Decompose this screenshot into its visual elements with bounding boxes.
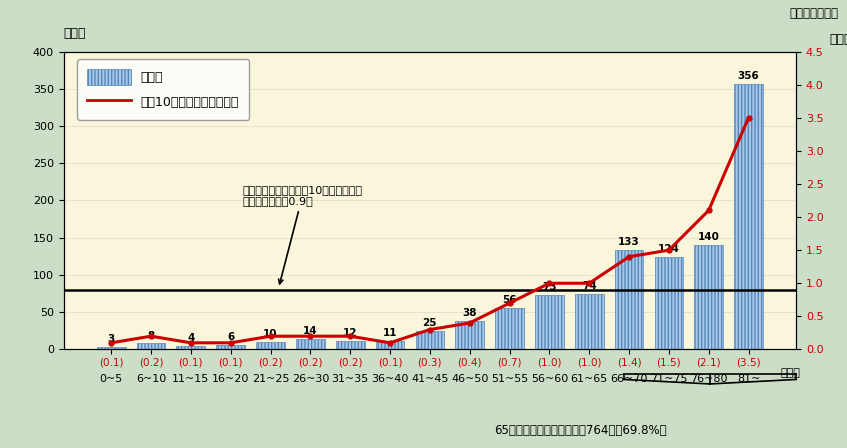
Text: (2.1): (2.1) [696,358,721,368]
Text: 133: 133 [618,237,639,247]
Text: (0.1): (0.1) [378,358,402,368]
Legend: 死者数, 人口10万人当たりの死者数: 死者数, 人口10万人当たりの死者数 [77,59,249,120]
Bar [456,321,484,349]
Bar [734,84,763,349]
Text: 140: 140 [698,232,720,242]
Text: (1.0): (1.0) [537,358,562,368]
Bar [495,308,523,349]
Text: (0.1): (0.1) [219,358,243,368]
Text: 全年齢層における人口10万人当たりの
死者数の平均：0.9人: 全年齢層における人口10万人当たりの 死者数の平均：0.9人 [242,185,363,284]
Text: 356: 356 [738,71,760,81]
Text: （歳）: （歳） [780,367,800,378]
Text: (0.4): (0.4) [457,358,482,368]
Text: 65歳以上の高齢者の死者数764人（69.8%）: 65歳以上の高齢者の死者数764人（69.8%） [494,424,667,437]
Bar [97,347,125,349]
Text: (0.1): (0.1) [179,358,203,368]
Text: 14: 14 [303,326,318,336]
Bar [296,339,324,349]
Text: 38: 38 [462,308,477,318]
Text: (1.0): (1.0) [577,358,601,368]
Text: 12: 12 [343,327,357,337]
Text: 25: 25 [423,318,437,328]
Bar [216,345,245,349]
Text: 124: 124 [658,244,680,254]
Text: (1.5): (1.5) [656,358,681,368]
Text: （人）: （人） [64,27,86,40]
Text: 4: 4 [187,333,195,344]
Text: 56: 56 [502,295,517,305]
Bar [376,341,404,349]
Bar [535,295,564,349]
Bar [256,342,285,349]
Text: (0.3): (0.3) [418,358,442,368]
Text: 74: 74 [582,281,596,291]
Text: (0.2): (0.2) [139,358,163,368]
Text: 6: 6 [227,332,235,342]
Text: （人）: （人） [829,33,847,46]
Text: 10: 10 [263,329,278,339]
Text: 73: 73 [542,282,556,292]
Text: (0.1): (0.1) [99,358,124,368]
Text: (0.2): (0.2) [258,358,283,368]
Bar [136,344,165,349]
Text: (0.2): (0.2) [338,358,363,368]
Text: （令和２年中）: （令和２年中） [789,7,839,20]
Text: (1.4): (1.4) [617,358,641,368]
Bar [655,257,684,349]
Text: 8: 8 [147,331,155,340]
Text: (0.2): (0.2) [298,358,323,368]
Bar [615,250,644,349]
Text: (0.7): (0.7) [497,358,522,368]
Bar [416,331,444,349]
Text: 3: 3 [108,334,115,344]
Text: 11: 11 [383,328,397,338]
Bar [575,294,604,349]
Bar [176,346,205,349]
Text: (3.5): (3.5) [736,358,761,368]
Bar [336,340,364,349]
Bar [695,245,723,349]
